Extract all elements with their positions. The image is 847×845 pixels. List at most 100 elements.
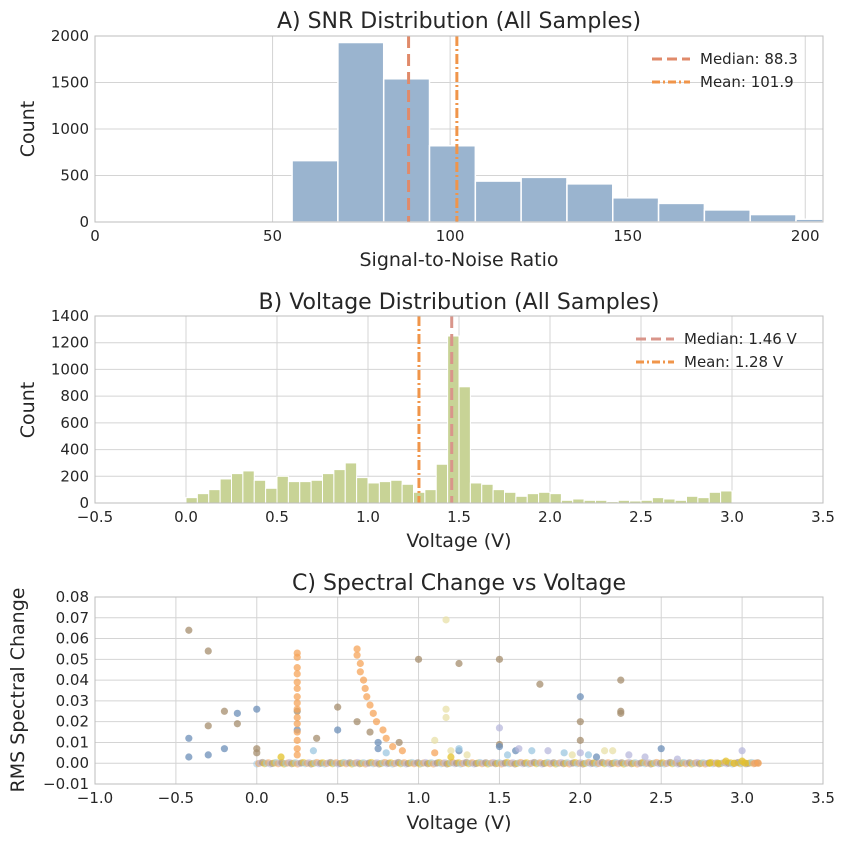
scatter-point-orange xyxy=(356,659,364,668)
panel-b-reference-lines xyxy=(417,316,454,503)
snr-bar xyxy=(612,197,660,223)
voltage-bar xyxy=(299,481,312,504)
c-ytick-label: −0.01 xyxy=(43,775,89,793)
panel-b-x-ticks: −0.5 0.0 0.5 1.0 1.5 2.0 2.5 3.0 3.5 xyxy=(77,508,835,526)
voltage-bar xyxy=(185,497,198,504)
panel-a-title: A) SNR Distribution (All Samples) xyxy=(277,9,641,34)
snr-bar xyxy=(520,176,568,223)
voltage-bar xyxy=(367,482,380,504)
panel-a-reference-lines xyxy=(407,36,459,222)
voltage-bar xyxy=(458,386,471,504)
scatter-point-steelblue xyxy=(374,745,382,753)
voltage-bar xyxy=(447,335,460,504)
b-ytick-label: 200 xyxy=(60,467,89,485)
scatter-point-lightblue xyxy=(382,749,390,757)
b-ytick-label: 400 xyxy=(60,441,89,459)
scatter-point-orange xyxy=(293,670,301,678)
scatter-point-orange xyxy=(356,668,364,676)
scatter-point-paleyellow xyxy=(609,747,617,755)
b-xtick-label: 3.5 xyxy=(811,508,835,526)
c-ytick-label: 0.07 xyxy=(56,609,89,627)
scatter-point-lavender xyxy=(641,753,649,761)
scatter-point-lightblue xyxy=(528,747,536,755)
scatter-point-lightblue xyxy=(560,749,568,757)
scatter-point-gold xyxy=(447,753,455,761)
c-ytick-label: 0.05 xyxy=(56,650,89,668)
scatter-point-orange xyxy=(353,645,361,653)
a-ytick-label: 1500 xyxy=(51,74,89,92)
voltage-bar xyxy=(253,479,267,504)
scatter-point-lavender xyxy=(576,749,584,757)
c-ytick-label: 0.06 xyxy=(56,630,89,648)
b-ytick-label: 1400 xyxy=(51,307,89,325)
scatter-point-steelblue xyxy=(220,745,229,753)
scatter-point-steelblue xyxy=(185,734,193,742)
voltage-bar xyxy=(538,491,551,504)
scatter-point-lavender xyxy=(738,747,746,755)
scatter-point-orange xyxy=(361,684,369,693)
b-ytick-label: 800 xyxy=(60,387,89,405)
b-xtick-label: 1.5 xyxy=(447,508,471,526)
panel-b-legend-mean-label: Mean: 1.28 V xyxy=(684,353,784,371)
scatter-point-orange xyxy=(293,713,301,722)
scatter-point-paleyellow xyxy=(442,705,450,713)
scatter-point-orange xyxy=(293,664,301,672)
scatter-point-brown xyxy=(185,626,193,634)
scatter-point-lavender xyxy=(515,745,523,753)
snr-bar xyxy=(703,209,751,223)
scatter-point-gold xyxy=(277,753,285,761)
scatter-point-steelblue xyxy=(253,705,261,713)
voltage-bar xyxy=(231,473,244,504)
scatter-point-orange xyxy=(353,651,361,659)
scatter-point-brown xyxy=(395,738,403,747)
b-ytick-label: 1200 xyxy=(51,334,89,352)
c-xtick-label: −0.5 xyxy=(158,789,194,807)
scatter-point-steelblue xyxy=(233,709,241,717)
scatter-point-brown xyxy=(617,709,625,717)
a-xtick-label: 50 xyxy=(263,227,282,245)
voltage-bar xyxy=(276,475,289,504)
snr-bar xyxy=(291,159,339,223)
scatter-point-orange xyxy=(293,751,301,759)
scatter-point-paleyellow xyxy=(447,747,455,755)
scatter-point-brown xyxy=(414,655,423,663)
scatter-point-orange xyxy=(751,759,759,767)
scatter-point-orange xyxy=(379,726,387,734)
voltage-bar xyxy=(356,477,369,504)
scatter-point-brown xyxy=(455,659,463,668)
panel-a-y-ticks: 0 500 1000 1500 2000 xyxy=(51,27,89,231)
scatter-point-brown xyxy=(576,736,584,744)
scatter-point-brown xyxy=(313,734,321,742)
c-ytick-label: 0.04 xyxy=(56,671,89,689)
panel-a-frame xyxy=(94,35,824,223)
scatter-point-paleyellow xyxy=(601,747,609,755)
scatter-point-gold xyxy=(722,757,730,765)
scatter-point-brown xyxy=(576,718,584,726)
scatter-point-lightblue xyxy=(309,747,317,755)
panel-c-grid xyxy=(94,596,824,785)
scatter-point-lightblue xyxy=(503,751,512,759)
snr-bar xyxy=(566,183,614,223)
voltage-bar xyxy=(435,463,449,504)
b-xtick-label: 2.5 xyxy=(629,508,653,526)
snr-bar xyxy=(474,180,522,223)
scatter-point-orange xyxy=(366,701,374,709)
scatter-point-paleyellow xyxy=(568,751,576,759)
voltage-bar xyxy=(196,493,210,504)
voltage-bar xyxy=(333,469,346,504)
b-xtick-label: −0.5 xyxy=(77,508,113,526)
scatter-point-paleyellow xyxy=(463,751,471,759)
scatter-point-steelblue xyxy=(576,693,584,701)
scatter-point-orange xyxy=(293,728,301,736)
panel-b-legend: Median: 1.46 V Mean: 1.28 V xyxy=(636,330,798,371)
c-xtick-label: 2.5 xyxy=(649,789,673,807)
c-xtick-label: 2.0 xyxy=(568,789,592,807)
scatter-point-steelblue xyxy=(334,726,342,734)
voltage-bar xyxy=(378,481,392,504)
scatter-point-lightblue xyxy=(584,751,593,759)
a-xtick-label: 200 xyxy=(791,227,820,245)
c-xtick-label: 1.0 xyxy=(407,789,431,807)
panel-b-legend-median-label: Median: 1.46 V xyxy=(684,330,798,348)
snr-bar xyxy=(428,144,477,223)
